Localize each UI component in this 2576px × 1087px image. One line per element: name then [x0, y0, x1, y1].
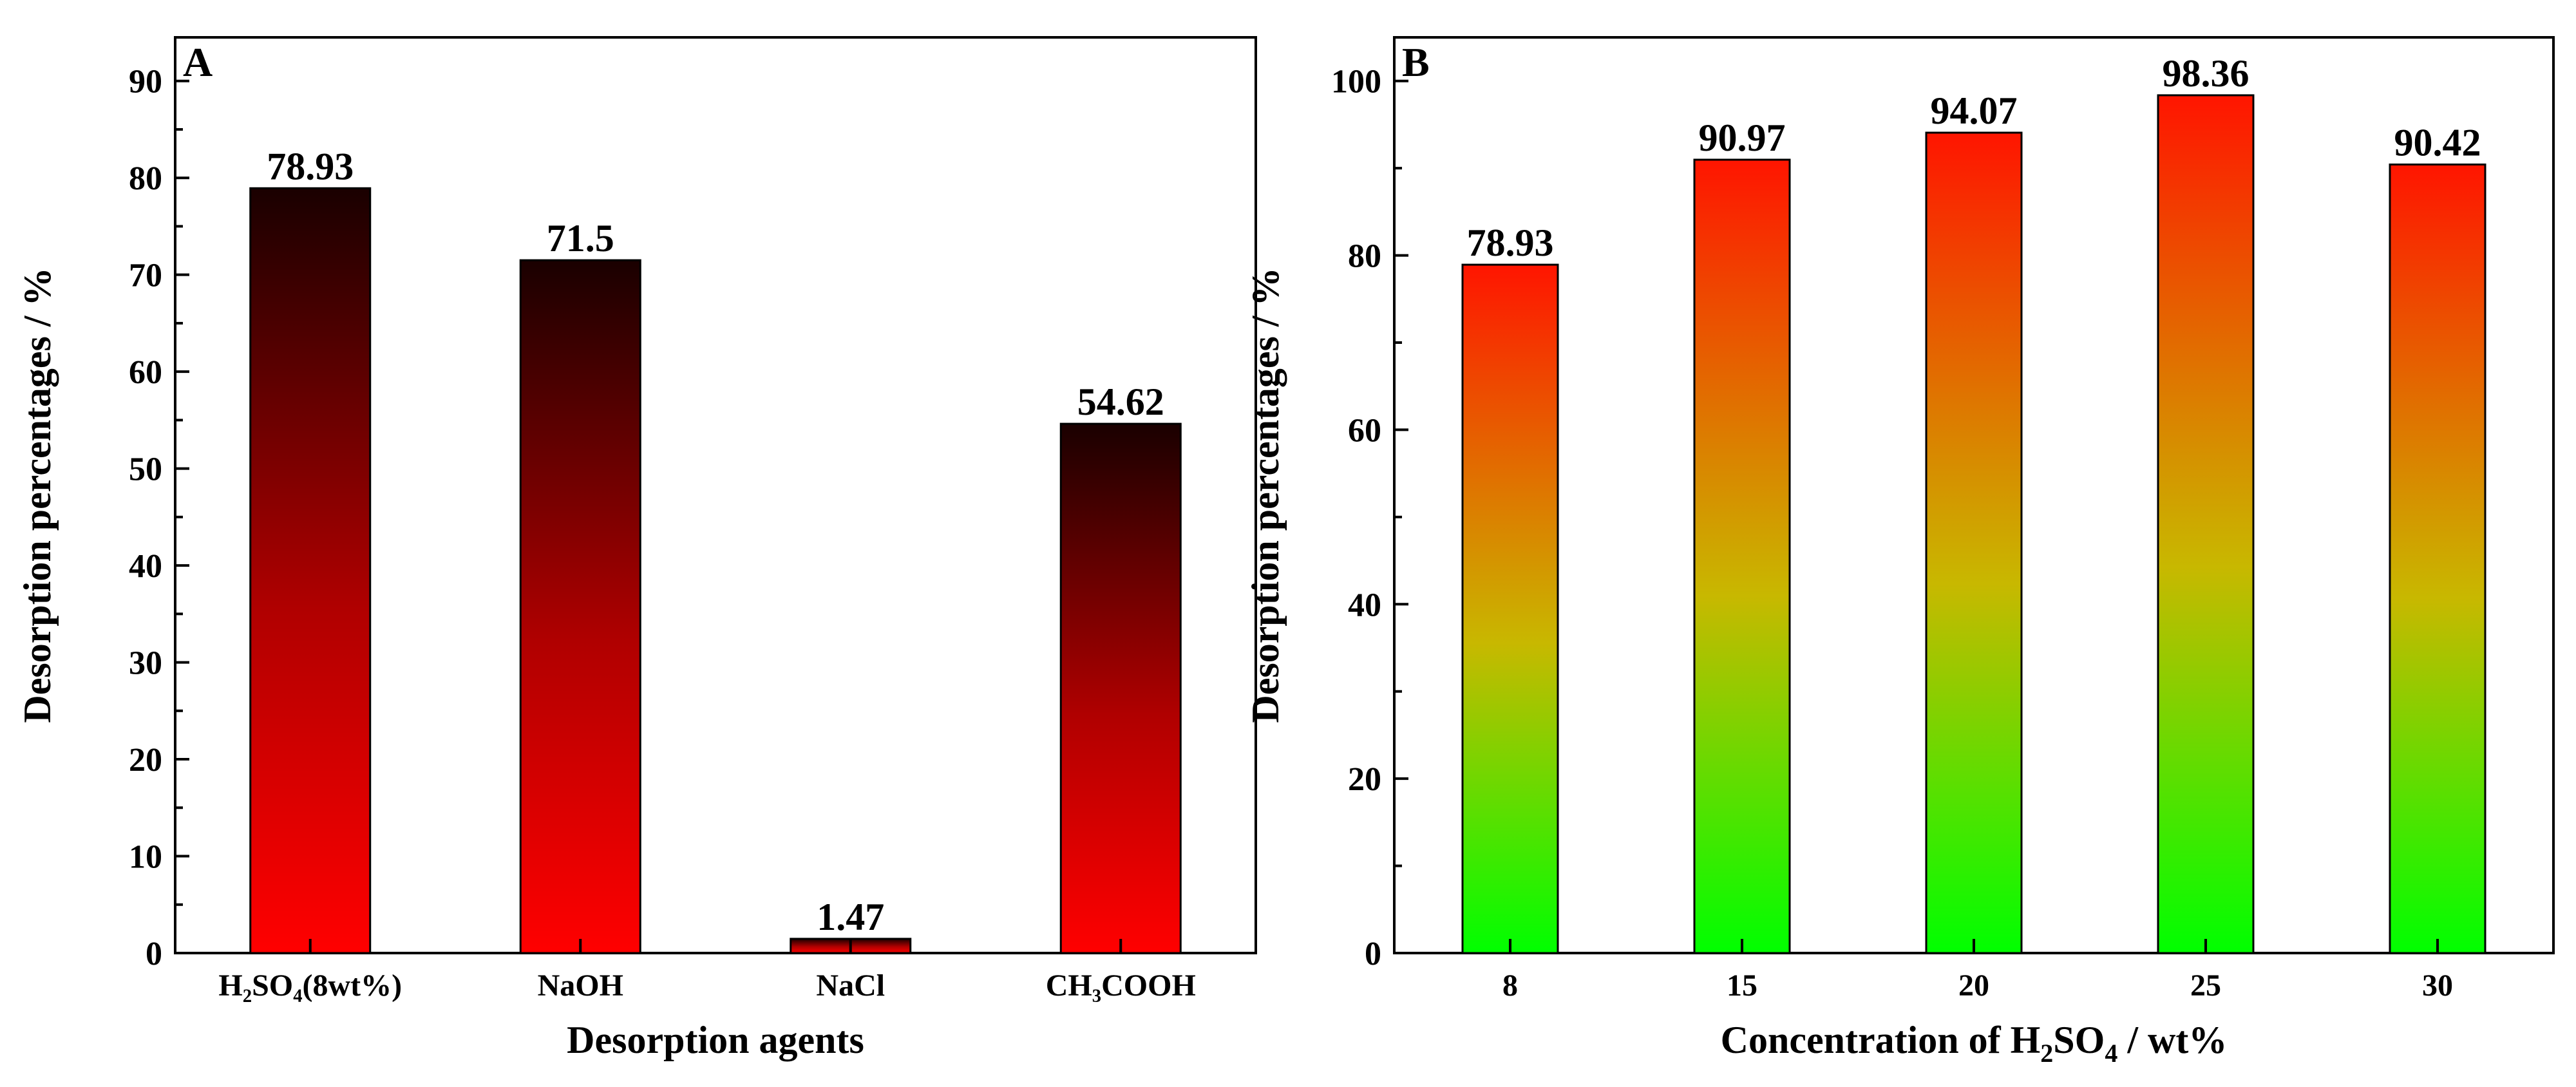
panel-b-x-tick-label: 15 [1727, 969, 1757, 1003]
panel-b-bar [2157, 94, 2255, 954]
panel-b-data-label: 98.36 [2163, 52, 2249, 95]
panel-a-x-tick-label: NaCl [816, 969, 885, 1003]
panel-a-data-label: 71.5 [547, 217, 614, 260]
panel-a-chart: A 0 10 20 30 40 50 60 70 80 90 78.93 71.5 1.47 54.62… [16, 36, 1257, 1061]
panel-b-label: B [1402, 39, 1430, 85]
panel-b-y-tick-label: 0 [1365, 936, 1381, 972]
panel-a-data-label: 78.93 [267, 145, 354, 187]
panel-a-bar [249, 187, 372, 954]
panel-b-bar [2389, 163, 2486, 954]
panel-b-chart: B 0 20 40 60 80 100 78.93 90.97 94.07 98.36 90.42… [1244, 36, 2555, 1068]
panel-b-bar [1461, 263, 1559, 954]
panel-b-data-label: 94.07 [1931, 90, 2018, 132]
panel-a-y-tick-label: 50 [129, 451, 162, 488]
panel-a-x-tick-label: CH₃COOH [1046, 969, 1196, 1003]
panel-b-x-tick-label: 20 [1958, 969, 1989, 1003]
panel-a-data-label: 1.47 [817, 896, 884, 938]
panel-a-bar [519, 259, 641, 954]
panel-a-y-tick-label: 30 [129, 645, 162, 682]
panel-b-y-axis-title: Desorption percentages / % [1244, 267, 1287, 723]
panel-a-y-tick-label: 10 [129, 839, 162, 876]
panel-b-y-tick-label: 100 [1331, 64, 1381, 100]
panel-a-x-axis-title: Desorption agents [567, 1019, 864, 1061]
panel-b-bar [1925, 131, 2023, 954]
panel-b-x-tick-label: 25 [2190, 969, 2221, 1003]
panel-a-y-tick-label: 80 [129, 160, 162, 197]
panel-b-y-tick-label: 60 [1348, 412, 1381, 449]
panel-a-y-tick-label: 40 [129, 548, 162, 585]
panel-a-y-tick-label: 60 [129, 354, 162, 391]
panel-b-y-tick-label: 20 [1348, 761, 1381, 798]
panel-a-y-tick-label: 20 [129, 742, 162, 779]
panel-a-x-tick-label: H₂SO₄(8wt%) [218, 969, 402, 1003]
panel-a-y-tick-label: 90 [129, 64, 162, 100]
panel-a-data-label: 54.62 [1077, 381, 1164, 423]
panel-a-y-axis-title: Desorption percentages / % [16, 267, 59, 723]
panel-a-plot-frame [174, 36, 1257, 954]
panel-b-x-tick-label: 8 [1502, 969, 1518, 1003]
panel-b-data-label: 90.97 [1699, 117, 1786, 159]
panel-b-y-tick-label: 40 [1348, 587, 1381, 623]
panel-a-y-tick-label: 70 [129, 258, 162, 294]
panel-b-y-tick-label: 80 [1348, 238, 1381, 275]
panel-a-y-tick-label: 0 [146, 936, 162, 972]
panel-b-x-axis-title: Concentration of H2SO4 / wt% [1721, 1019, 2228, 1068]
panel-b-x-tick-label: 30 [2422, 969, 2453, 1003]
panel-b-data-label: 90.42 [2394, 121, 2481, 164]
panel-b-bar [1693, 158, 1791, 954]
panel-b-data-label: 78.93 [1467, 222, 1554, 264]
panel-a-label: A [183, 39, 213, 85]
panel-a-bar [1059, 422, 1182, 954]
panel-a-x-tick-label: NaOH [538, 969, 623, 1003]
